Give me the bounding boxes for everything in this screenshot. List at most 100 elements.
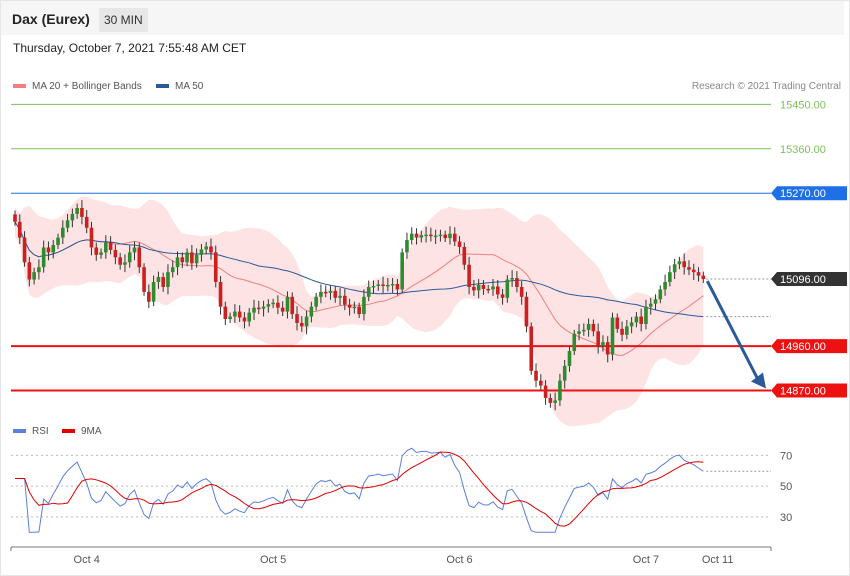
candle-up — [194, 254, 199, 264]
candle-up — [505, 279, 510, 298]
candle-up — [668, 272, 672, 282]
rsi-label: RSI — [32, 426, 49, 437]
candle-down — [190, 252, 194, 264]
candle-up — [338, 295, 342, 298]
candle-up — [166, 272, 170, 287]
candle-up — [61, 227, 65, 238]
legend-rsi: RSI — [13, 426, 49, 437]
candle-down — [457, 241, 462, 247]
candle-down — [280, 307, 285, 312]
level-tag-3 — [771, 272, 847, 287]
candle-up — [228, 316, 232, 319]
candle-up — [185, 252, 189, 263]
candle-up — [65, 220, 70, 228]
candle-down — [481, 284, 486, 289]
candle-up — [151, 282, 156, 302]
level-tag-4 — [771, 339, 847, 354]
candle-up — [409, 233, 414, 241]
level-label-3: 15096.00 — [780, 274, 826, 286]
level-label-5: 14870.00 — [780, 386, 826, 398]
candle-down — [515, 278, 519, 287]
level-label-2: 15270.00 — [780, 188, 826, 200]
candle-up — [476, 284, 481, 291]
candle-up — [553, 400, 557, 403]
candle-down — [495, 286, 500, 295]
x-tick-label: Oct 5 — [260, 554, 286, 566]
candle-up — [648, 303, 653, 307]
candle-up — [104, 242, 108, 253]
rsi-tick-label: 70 — [780, 450, 792, 462]
candle-down — [118, 257, 122, 265]
candle-up — [99, 252, 103, 255]
forecast-arrow — [705, 280, 760, 381]
candle-up — [390, 283, 395, 286]
candle-up — [252, 307, 256, 313]
candle-down — [529, 326, 534, 371]
level-label-0: 15450.00 — [780, 99, 826, 111]
candle-down — [237, 311, 242, 318]
legend-ma50: MA 50 — [156, 81, 203, 92]
candle-down — [548, 397, 553, 403]
rsi-swatch — [13, 429, 26, 434]
candle-up — [328, 290, 333, 293]
candle-up — [366, 286, 371, 297]
candle-up — [371, 285, 376, 288]
candle-down — [180, 257, 185, 263]
candle-up — [132, 247, 137, 253]
candle-down — [290, 296, 295, 315]
candle-up — [510, 278, 514, 280]
candle-down — [472, 286, 476, 291]
candle-up — [386, 284, 390, 287]
level-label-4: 14960.00 — [780, 341, 826, 353]
level-tag-5 — [771, 383, 847, 398]
candle-up — [438, 234, 443, 237]
candle-up — [586, 323, 591, 330]
candle-down — [209, 246, 213, 253]
x-tick-label: Oct 11 — [702, 554, 734, 566]
credit-text: Research © 2021 Trading Central — [691, 81, 841, 92]
candle-down — [46, 247, 51, 253]
candle-down — [687, 267, 691, 270]
ma50-swatch — [156, 84, 169, 89]
legend-9ma: 9MA — [62, 426, 102, 437]
ma20-swatch — [13, 84, 26, 89]
candle-down — [89, 227, 94, 248]
candle-down — [161, 277, 165, 287]
x-tick-label: Oct 7 — [633, 554, 659, 566]
ma50-line — [14, 221, 704, 318]
candle-up — [419, 235, 424, 238]
candle-down — [524, 296, 529, 327]
candle-up — [562, 365, 567, 381]
candle-up — [448, 233, 452, 239]
candle-up — [156, 277, 161, 282]
candle-up — [304, 316, 309, 327]
candle-up — [567, 351, 572, 366]
candle-up — [75, 208, 79, 214]
candle-down — [333, 290, 338, 298]
candle-up — [629, 322, 634, 327]
candle-down — [94, 247, 99, 255]
candle-up — [170, 267, 175, 273]
legend-ma20: MA 20 + Bollinger Bands — [13, 81, 142, 92]
candle-down — [381, 284, 385, 286]
candle-down — [443, 234, 447, 239]
candle-down — [486, 288, 491, 291]
candle-up — [577, 331, 581, 334]
candle-down — [615, 317, 620, 329]
candle-down — [682, 261, 686, 268]
level-tag-2 — [771, 186, 847, 201]
timeframe-button[interactable]: 30 MIN — [99, 8, 148, 32]
candle-down — [605, 342, 610, 355]
candle-down — [543, 385, 548, 398]
candle-up — [271, 302, 275, 305]
candle-up — [285, 296, 290, 312]
x-tick-label: Oct 6 — [446, 554, 472, 566]
candle-down — [357, 306, 361, 315]
candle-down — [147, 291, 151, 302]
candle-down — [256, 307, 261, 310]
candle-up — [266, 304, 271, 307]
candle-down — [596, 331, 600, 347]
candle-down — [17, 221, 22, 238]
level-label-1: 15360.00 — [780, 144, 826, 156]
